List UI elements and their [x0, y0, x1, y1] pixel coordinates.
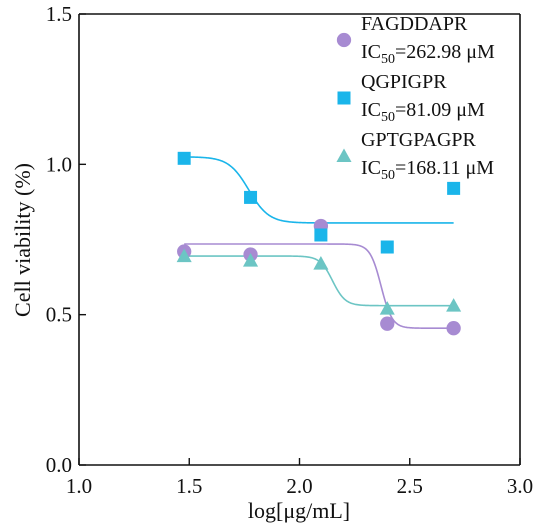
data-point-fagddapr [380, 316, 395, 331]
legend-marker-qgpigpr [337, 91, 351, 105]
data-point-gptgpagpr [176, 248, 192, 263]
ic50-prefix: IC [361, 99, 381, 121]
legend-marker-fagddapr [336, 32, 352, 48]
data-point-gptgpagpr [379, 301, 395, 315]
ic50-value: =168.11 μM [395, 157, 494, 179]
legend-ic50: IC50=81.09 μM [361, 99, 485, 125]
data-point-gptgpagpr [446, 298, 462, 312]
y-tick-label: 0.5 [46, 303, 72, 327]
fit-curve-fagddapr [184, 243, 454, 329]
y-axis-ticks: 0.0 0.5 1.0 1.5 [46, 2, 86, 477]
x-tick-label: 1.0 [66, 474, 92, 498]
x-tick-label: 2.5 [397, 474, 423, 498]
legend-series-name: QGPIGPR [361, 71, 447, 93]
data-point-gptgpagpr [313, 256, 329, 270]
x-axis-label: log[μg/mL] [248, 498, 350, 523]
y-tick-label: 1.0 [46, 152, 72, 176]
data-point-qgpigpr [314, 228, 328, 242]
data-point-qgpigpr [244, 190, 258, 204]
ic50-value: =262.98 μM [395, 41, 495, 63]
ic50-value: =81.09 μM [395, 99, 485, 121]
ic50-subscript: 50 [381, 110, 395, 125]
data-point-gptgpagpr [243, 253, 259, 267]
y-tick-label: 0.0 [46, 453, 72, 477]
ic50-subscript: 50 [381, 168, 395, 183]
data-point-qgpigpr [177, 151, 191, 165]
ic50-subscript: 50 [381, 52, 395, 67]
ic50-prefix: IC [361, 41, 381, 63]
x-tick-label: 1.5 [176, 474, 202, 498]
plot-area [78, 13, 521, 466]
legend-ic50: IC50=262.98 μM [361, 41, 495, 67]
ic50-prefix: IC [361, 157, 381, 179]
legend-series-name: GPTGPAGPR [361, 129, 477, 151]
x-tick-label: 3.0 [507, 474, 533, 498]
data-point-qgpigpr [447, 181, 461, 195]
x-axis-ticks: 1.0 1.5 2.0 2.5 3.0 [66, 458, 533, 498]
data-point-fagddapr [446, 321, 461, 336]
x-tick-label: 2.0 [286, 474, 312, 498]
y-tick-label: 1.5 [46, 2, 72, 26]
legend-marker-gptgpagpr [336, 148, 352, 163]
y-axis-label: Cell viability (%) [10, 163, 35, 317]
legend-ic50: IC50=168.11 μM [361, 157, 494, 183]
fit-curves [184, 156, 454, 329]
data-markers [176, 151, 462, 336]
legend-series-name: FAGDDAPR [361, 13, 468, 35]
data-point-qgpigpr [380, 240, 394, 254]
